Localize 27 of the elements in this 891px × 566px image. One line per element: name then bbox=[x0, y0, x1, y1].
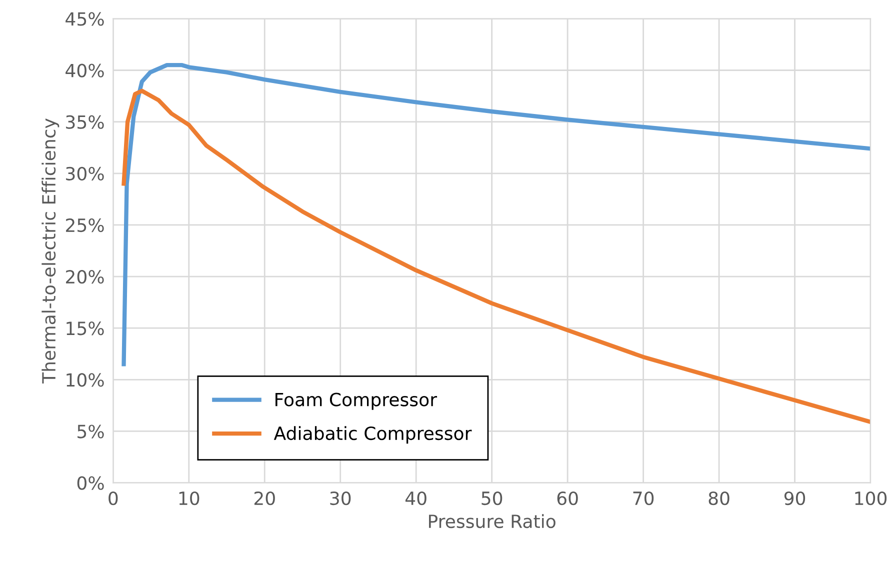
y-tick-label: 10% bbox=[66, 373, 104, 387]
y-tick-label: 35% bbox=[66, 115, 104, 129]
x-tick-label: 10 bbox=[179, 491, 200, 506]
x-tick-label: 60 bbox=[557, 491, 578, 506]
line-series bbox=[122, 63, 871, 366]
y-tick-label: 5% bbox=[78, 424, 104, 438]
x-axis-title: Pressure Ratio bbox=[429, 514, 556, 528]
x-tick-label: 50 bbox=[482, 491, 502, 506]
y-axis-title: Thermal-to-electric Efficiency bbox=[42, 118, 60, 384]
line-series bbox=[122, 88, 871, 424]
y-tick-label: 25% bbox=[66, 218, 104, 232]
y-tick-label: 40% bbox=[66, 64, 104, 78]
x-tick-label: 20 bbox=[254, 491, 275, 506]
x-tick-label: 30 bbox=[330, 491, 351, 506]
y-tick-label: 0% bbox=[77, 476, 104, 490]
y-tick-label: 30% bbox=[66, 166, 104, 180]
y-tick-label: 15% bbox=[66, 322, 104, 336]
legend-label: Foam Compressor bbox=[276, 392, 438, 410]
x-tick-label: 70 bbox=[633, 491, 654, 506]
x-tick-label: 0 bbox=[108, 491, 118, 506]
legend-label: Adiabatic Compressor bbox=[274, 426, 472, 444]
y-tick-label: 20% bbox=[66, 270, 104, 284]
x-tick-label: 100 bbox=[855, 491, 887, 506]
x-tick-label: 90 bbox=[784, 491, 806, 506]
x-tick-label: 80 bbox=[708, 491, 730, 506]
x-tick-label: 40 bbox=[405, 491, 426, 506]
y-tick-label: 45% bbox=[66, 12, 104, 26]
